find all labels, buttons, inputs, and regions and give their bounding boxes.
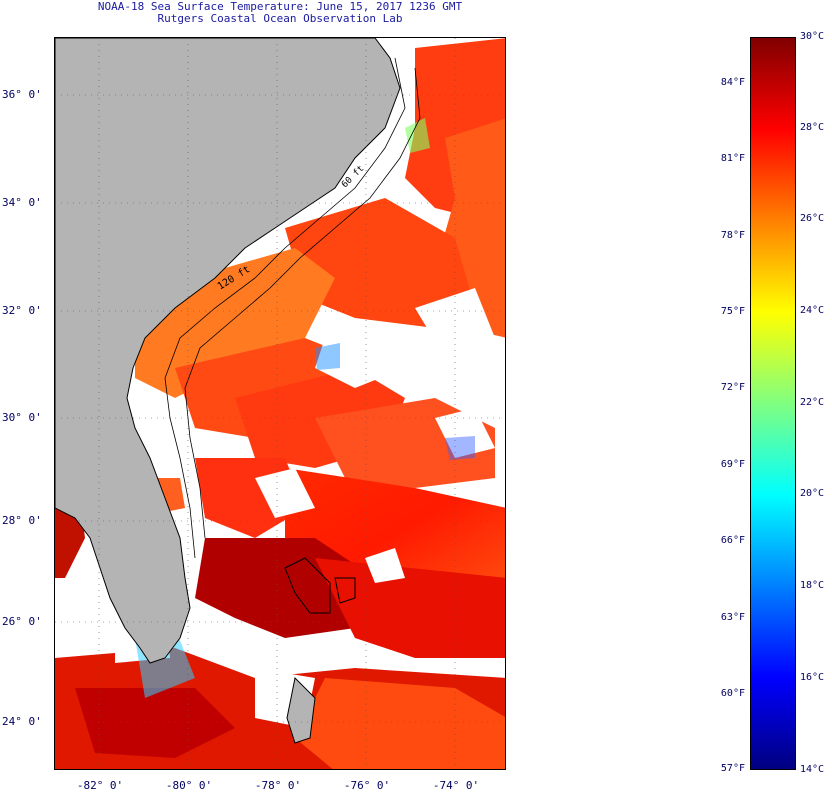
colorbar-f-label: 75°F [720, 306, 745, 317]
bahamas-outline [284, 557, 356, 614]
colorbar-f-label: 60°F [720, 688, 745, 699]
lat-label-28: 28° 0' [2, 514, 42, 527]
lon-label-78: -78° 0' [254, 779, 302, 792]
lon-label-76: -76° 0' [343, 779, 391, 792]
colorbar-c-label: 26°C [800, 213, 825, 224]
colorbar-c-label: 18°C [800, 580, 825, 591]
colorbar-f-label: 57°F [720, 763, 745, 774]
lat-label-34: 34° 0' [2, 196, 42, 209]
cuba-land [286, 676, 316, 744]
lat-label-36: 36° 0' [2, 88, 42, 101]
lat-label-32: 32° 0' [2, 304, 42, 317]
depth-contours [164, 57, 421, 559]
lon-label-80: -80° 0' [165, 779, 213, 792]
colorbar-f-label: 84°F [720, 77, 745, 88]
colorbar-f-label: 69°F [720, 459, 745, 470]
colorbar-c-label: 14°C [800, 764, 825, 775]
lat-label-30: 30° 0' [2, 411, 42, 424]
lon-label-74: -74° 0' [432, 779, 480, 792]
colorbar-f-label: 63°F [720, 612, 745, 623]
colorbar-c-label: 30°C [800, 31, 825, 42]
land-mass [55, 38, 401, 664]
colorbar-c-label: 20°C [800, 488, 825, 499]
lat-label-24: 24° 0' [2, 715, 42, 728]
sst-map-canvas: 120 ft 60 ft [55, 38, 505, 769]
temperature-colorbar [750, 37, 796, 770]
colorbar-c-label: 28°C [800, 122, 825, 133]
colorbar-f-label: 72°F [720, 382, 745, 393]
lon-label-82: -82° 0' [76, 779, 124, 792]
colorbar-c-label: 24°C [800, 305, 825, 316]
sst-map[interactable]: 120 ft 60 ft [54, 37, 506, 770]
colorbar-f-label: 78°F [720, 230, 745, 241]
colorbar-f-label: 81°F [720, 153, 745, 164]
colorbar-c-label: 16°C [800, 672, 825, 683]
colorbar-c-label: 22°C [800, 397, 825, 408]
map-subtitle: Rutgers Coastal Ocean Observation Lab [157, 12, 403, 25]
map-title: NOAA-18 Sea Surface Temperature: June 15… [97, 0, 463, 13]
lat-label-26: 26° 0' [2, 615, 42, 628]
colorbar-f-label: 66°F [720, 535, 745, 546]
graticule [55, 38, 505, 769]
